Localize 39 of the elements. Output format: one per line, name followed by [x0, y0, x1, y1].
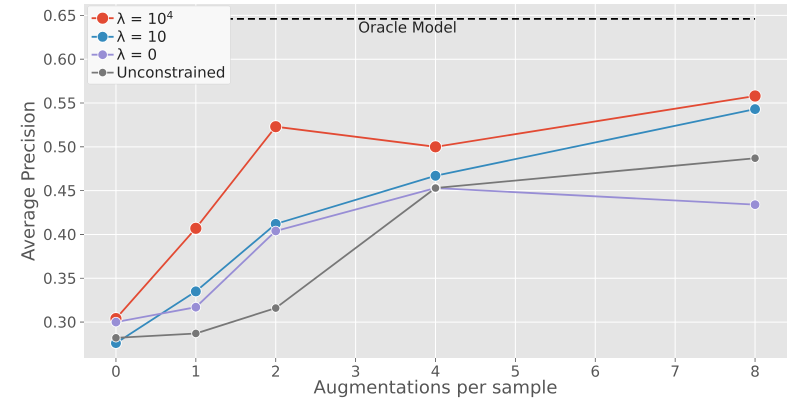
y-tick-label: 0.50 [44, 141, 76, 153]
point [430, 170, 442, 182]
point [111, 333, 121, 342]
point [749, 103, 761, 115]
point [429, 140, 442, 154]
point [748, 90, 762, 102]
point [190, 302, 202, 312]
point [271, 303, 280, 313]
point [750, 154, 760, 163]
legend-label: λ = 10$^{4}$ [116, 10, 173, 24]
y-tick-label: 0.30 [44, 316, 76, 328]
x-tick-label: 8 [751, 366, 759, 377]
y-tick-label: 0.65 [44, 10, 76, 22]
y-tick-label: 0.35 [44, 272, 76, 284]
point [189, 222, 202, 235]
y-tick-label: 0.55 [44, 97, 76, 109]
x-tick-label: 7 [672, 366, 679, 376]
legend-label: λ = 10 [116, 30, 166, 42]
x-tick-label: 4 [431, 366, 440, 376]
x-tick-label: 1 [192, 366, 200, 376]
x-tick-label: 3 [352, 366, 360, 377]
point [270, 226, 281, 236]
point [190, 286, 202, 298]
point [269, 120, 282, 134]
ref-line-label: Oracle Model [359, 21, 456, 33]
x-axis-title: Augmentations per sample [314, 380, 556, 398]
y-tick-label: 0.40 [44, 228, 76, 240]
y-axis-title: Average Precision [20, 102, 38, 261]
point [110, 316, 122, 328]
legend-label: λ = 0 [116, 48, 156, 60]
legend-label: Unconstrained [118, 66, 224, 78]
x-tick-label: 6 [592, 366, 600, 377]
point [750, 199, 760, 210]
x-tick-label: 0 [112, 366, 120, 377]
x-tick-label: 2 [272, 366, 279, 377]
y-tick-label: 0.45 [44, 184, 76, 196]
y-tick-label: 0.60 [44, 54, 76, 65]
x-tick-label: 5 [512, 366, 519, 377]
point [191, 328, 200, 338]
